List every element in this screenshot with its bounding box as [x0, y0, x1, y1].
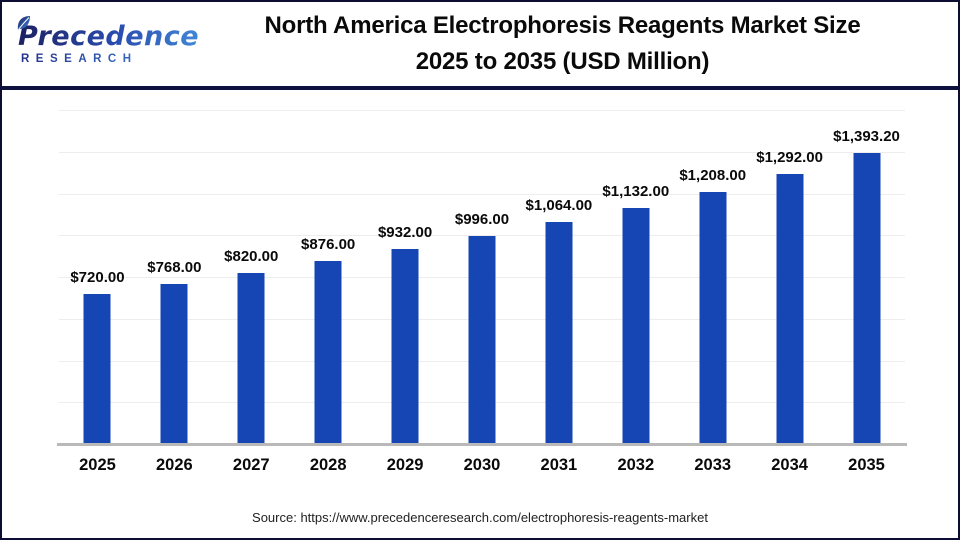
bar-column: $1,292.00	[751, 110, 828, 444]
x-tick-label: 2027	[232, 456, 270, 474]
x-tick-label: 2034	[771, 456, 808, 474]
bar-column: $996.00	[444, 110, 521, 444]
plot-area: $720.00 $768.00 $820.00 $876.00 $932.00 $996.…	[59, 110, 905, 444]
bar-value-label: $932.00	[377, 224, 433, 242]
gridline	[59, 193, 905, 195]
bar	[468, 236, 496, 444]
x-axis-line	[57, 443, 907, 446]
x-tick-label: 2031	[540, 456, 578, 474]
bar-column: $768.00	[136, 110, 213, 444]
bar-value-label: $1,132.00	[602, 182, 670, 200]
x-tick-label: 2028	[309, 456, 347, 474]
bar-column: $720.00	[59, 110, 136, 444]
x-axis-labels: 2025 2026 2027 2028 2029 2030 2031 2032 2033 2034…	[59, 456, 905, 475]
bar-value-label: $876.00	[301, 236, 356, 254]
bar	[699, 191, 727, 444]
bar	[391, 249, 419, 444]
x-tick-label: 2032	[617, 456, 655, 474]
x-tick-label: 2035	[848, 456, 885, 474]
bar-value-label: $1,208.00	[679, 166, 747, 184]
gridline	[59, 151, 905, 153]
bar-value-label: $1,292.00	[756, 149, 823, 167]
brand-name-row: Precedence	[17, 16, 200, 52]
bar-value-label: $1,393.20	[833, 128, 900, 146]
bar-columns: $720.00 $768.00 $820.00 $876.00 $932.00 $996.…	[59, 110, 905, 444]
bar-column: $820.00	[213, 110, 290, 444]
bar	[545, 221, 573, 444]
brand-logo: Precedence RESEARCH	[2, 16, 200, 65]
bar-value-label: $996.00	[454, 211, 510, 229]
bar	[83, 293, 111, 444]
x-tick-label: 2033	[694, 456, 732, 474]
bar	[776, 174, 804, 444]
brand-subname: RESEARCH	[18, 53, 197, 65]
bar	[160, 283, 188, 444]
header-divider	[2, 86, 958, 90]
bar-column: $1,132.00	[597, 110, 674, 444]
bar-value-label: $1,064.00	[525, 196, 593, 214]
bar-column: $932.00	[367, 110, 444, 444]
source-text: Source: https://www.precedenceresearch.c…	[252, 510, 708, 525]
chart-title-line-1: North America Electrophoresis Reagents M…	[264, 12, 861, 39]
gridline	[59, 110, 905, 111]
bar-column: $876.00	[290, 110, 367, 444]
brand-name: Precedence	[18, 21, 200, 52]
chart-title: North America Electrophoresis Reagents M…	[197, 8, 958, 80]
bar	[853, 153, 881, 444]
bar-value-label: $820.00	[224, 247, 279, 265]
bar-column: $1,393.20	[828, 110, 905, 444]
bar-column: $1,208.00	[674, 110, 751, 444]
chart-title-line-2: 2025 to 2035 (USD Million)	[415, 48, 710, 75]
x-tick-label: 2026	[156, 456, 193, 474]
bar	[622, 207, 650, 444]
header: Precedence RESEARCH North America Electr…	[2, 2, 958, 86]
x-tick-label: 2025	[79, 456, 116, 474]
leaf-icon	[17, 16, 30, 30]
x-tick-label: 2030	[463, 456, 501, 474]
bar-value-label: $768.00	[147, 258, 202, 276]
x-tick-label: 2029	[386, 456, 424, 474]
bar-value-label: $720.00	[70, 268, 125, 286]
bar-column: $1,064.00	[520, 110, 597, 444]
bar	[237, 272, 265, 444]
gridline	[59, 235, 905, 237]
bar	[314, 261, 342, 444]
